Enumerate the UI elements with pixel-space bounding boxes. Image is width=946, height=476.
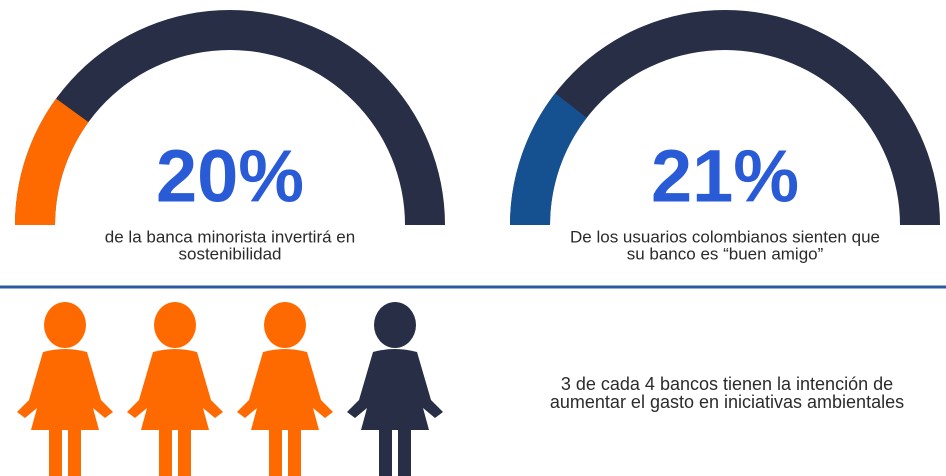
person-head [264, 302, 306, 348]
gauge-label: 20% [156, 135, 304, 218]
person-body [17, 349, 113, 476]
person-body [347, 349, 443, 476]
caption: aumentar el gasto en iniciativas ambient… [550, 392, 904, 412]
person-body [127, 349, 223, 476]
gauge-track [510, 10, 940, 225]
gauge-label: 21% [651, 135, 799, 218]
person-head [374, 302, 416, 348]
gauge-track [15, 10, 445, 225]
gauge-value [510, 93, 587, 226]
person-icon [127, 302, 223, 476]
person-head [44, 302, 86, 348]
caption: de la banca minorista invertirá en [105, 227, 355, 246]
caption: De los usuarios colombianos sienten que [570, 227, 880, 246]
caption: sostenibilidad [178, 244, 281, 263]
person-icon [347, 302, 443, 476]
gauge-value [15, 98, 89, 225]
caption: 3 de cada 4 bancos tienen la intención d… [561, 374, 893, 394]
caption: su banco es “buen amigo” [627, 244, 824, 263]
person-head [154, 302, 196, 348]
person-icon [17, 302, 113, 476]
person-body [237, 349, 333, 476]
person-icon [237, 302, 333, 476]
